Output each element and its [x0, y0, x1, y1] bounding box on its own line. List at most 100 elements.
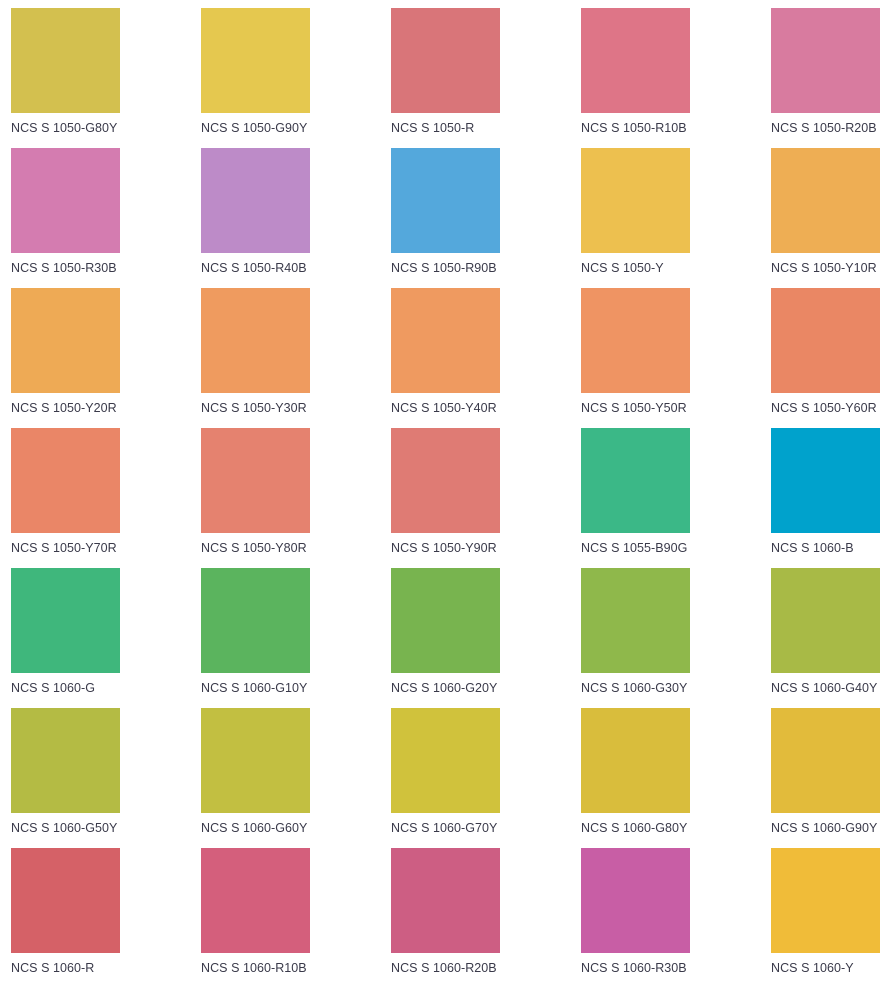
color-swatch-label: NCS S 1060-G: [11, 681, 95, 695]
color-swatch-label: NCS S 1060-R30B: [581, 961, 687, 975]
color-swatch-chip[interactable]: [11, 708, 120, 813]
color-swatch-item[interactable]: NCS S 1050-Y20R: [11, 288, 181, 428]
color-swatch-chip[interactable]: [581, 568, 690, 673]
color-swatch-item[interactable]: NCS S 1050-R: [391, 8, 561, 148]
color-swatch-item[interactable]: NCS S 1050-R20B: [771, 8, 880, 148]
color-swatch-label: NCS S 1060-G30Y: [581, 681, 688, 695]
color-swatch-chip[interactable]: [391, 8, 500, 113]
color-swatch-chip[interactable]: [201, 568, 310, 673]
color-swatch-chip[interactable]: [581, 148, 690, 253]
color-swatch-chip[interactable]: [581, 708, 690, 813]
color-swatch-label: NCS S 1050-Y80R: [201, 541, 307, 555]
color-swatch-chip[interactable]: [771, 428, 880, 533]
color-swatch-item[interactable]: NCS S 1050-R10B: [581, 8, 751, 148]
color-swatch-chip[interactable]: [391, 428, 500, 533]
color-swatch-label: NCS S 1050-R40B: [201, 261, 307, 275]
color-swatch-chip[interactable]: [201, 8, 310, 113]
color-swatch-item[interactable]: NCS S 1050-Y10R: [771, 148, 880, 288]
color-swatch-label: NCS S 1050-Y60R: [771, 401, 877, 415]
color-swatch-item[interactable]: NCS S 1050-Y80R: [201, 428, 371, 568]
color-swatch-label: NCS S 1050-G80Y: [11, 121, 118, 135]
color-swatch-label: NCS S 1050-Y20R: [11, 401, 117, 415]
color-swatch-label: NCS S 1050-Y40R: [391, 401, 497, 415]
color-swatch-item[interactable]: NCS S 1060-Y: [771, 848, 880, 988]
color-swatch-chip[interactable]: [391, 568, 500, 673]
color-swatch-chip[interactable]: [201, 708, 310, 813]
color-swatch-label: NCS S 1060-R10B: [201, 961, 307, 975]
color-swatch-chip[interactable]: [771, 288, 880, 393]
color-swatch-item[interactable]: NCS S 1060-G: [11, 568, 181, 708]
color-swatch-chip[interactable]: [581, 8, 690, 113]
color-swatch-label: NCS S 1060-Y: [771, 961, 854, 975]
color-swatch-chip[interactable]: [581, 428, 690, 533]
color-swatch-label: NCS S 1060-G60Y: [201, 821, 308, 835]
color-swatch-item[interactable]: NCS S 1050-R30B: [11, 148, 181, 288]
color-swatch-label: NCS S 1060-G50Y: [11, 821, 118, 835]
color-swatch-chip[interactable]: [11, 428, 120, 533]
color-swatch-item[interactable]: NCS S 1060-R: [11, 848, 181, 988]
color-swatch-chip[interactable]: [581, 848, 690, 953]
color-swatch-chip[interactable]: [11, 288, 120, 393]
color-swatch-label: NCS S 1050-R20B: [771, 121, 877, 135]
color-swatch-item[interactable]: NCS S 1060-G70Y: [391, 708, 561, 848]
color-swatch-item[interactable]: NCS S 1050-Y90R: [391, 428, 561, 568]
color-swatch-item[interactable]: NCS S 1060-G40Y: [771, 568, 880, 708]
color-swatch-chip[interactable]: [771, 148, 880, 253]
color-swatch-chip[interactable]: [771, 708, 880, 813]
color-swatch-item[interactable]: NCS S 1060-G80Y: [581, 708, 751, 848]
color-swatch-label: NCS S 1055-B90G: [581, 541, 688, 555]
color-swatch-label: NCS S 1060-R: [11, 961, 95, 975]
color-swatch-item[interactable]: NCS S 1060-R10B: [201, 848, 371, 988]
color-swatch-chip[interactable]: [391, 148, 500, 253]
color-swatch-label: NCS S 1060-G90Y: [771, 821, 878, 835]
color-swatch-label: NCS S 1050-Y50R: [581, 401, 687, 415]
color-swatch-label: NCS S 1060-B: [771, 541, 854, 555]
color-swatch-chip[interactable]: [201, 288, 310, 393]
color-swatch-chip[interactable]: [771, 8, 880, 113]
color-swatch-chip[interactable]: [391, 848, 500, 953]
color-swatch-chip[interactable]: [11, 148, 120, 253]
color-swatch-item[interactable]: NCS S 1060-R30B: [581, 848, 751, 988]
color-swatch-chip[interactable]: [391, 708, 500, 813]
color-swatch-item[interactable]: NCS S 1060-R20B: [391, 848, 561, 988]
color-swatch-item[interactable]: NCS S 1060-G30Y: [581, 568, 751, 708]
color-swatch-item[interactable]: NCS S 1050-Y: [581, 148, 751, 288]
color-swatch-item[interactable]: NCS S 1050-Y60R: [771, 288, 880, 428]
color-swatch-label: NCS S 1050-G90Y: [201, 121, 308, 135]
color-swatch-chip[interactable]: [11, 848, 120, 953]
color-swatch-item[interactable]: NCS S 1055-B90G: [581, 428, 751, 568]
color-swatch-item[interactable]: NCS S 1060-B: [771, 428, 880, 568]
color-swatch-item[interactable]: NCS S 1050-G80Y: [11, 8, 181, 148]
color-swatch-item[interactable]: NCS S 1050-Y70R: [11, 428, 181, 568]
color-swatch-label: NCS S 1050-Y30R: [201, 401, 307, 415]
color-swatch-chip[interactable]: [201, 148, 310, 253]
color-swatch-label: NCS S 1060-G20Y: [391, 681, 498, 695]
color-swatch-item[interactable]: NCS S 1060-G10Y: [201, 568, 371, 708]
color-swatch-chip[interactable]: [581, 288, 690, 393]
color-swatch-label: NCS S 1060-G70Y: [391, 821, 498, 835]
color-swatch-item[interactable]: NCS S 1060-G60Y: [201, 708, 371, 848]
color-swatch-item[interactable]: NCS S 1060-G90Y: [771, 708, 880, 848]
color-swatch-item[interactable]: NCS S 1050-R90B: [391, 148, 561, 288]
color-swatch-chip[interactable]: [201, 848, 310, 953]
color-swatch-label: NCS S 1060-G40Y: [771, 681, 878, 695]
color-swatch-item[interactable]: NCS S 1050-Y30R: [201, 288, 371, 428]
color-swatch-chip[interactable]: [391, 288, 500, 393]
color-swatch-item[interactable]: NCS S 1050-Y40R: [391, 288, 561, 428]
color-swatch-label: NCS S 1060-G10Y: [201, 681, 308, 695]
color-swatch-chip[interactable]: [771, 568, 880, 673]
color-swatch-chip[interactable]: [771, 848, 880, 953]
color-swatch-item[interactable]: NCS S 1060-G20Y: [391, 568, 561, 708]
color-swatch-label: NCS S 1050-R10B: [581, 121, 687, 135]
color-swatch-label: NCS S 1050-R90B: [391, 261, 497, 275]
color-swatch-label: NCS S 1050-Y90R: [391, 541, 497, 555]
color-swatch-label: NCS S 1060-G80Y: [581, 821, 688, 835]
color-swatch-item[interactable]: NCS S 1050-G90Y: [201, 8, 371, 148]
color-swatch-item[interactable]: NCS S 1050-Y50R: [581, 288, 751, 428]
color-swatch-chip[interactable]: [11, 568, 120, 673]
color-swatch-item[interactable]: NCS S 1060-G50Y: [11, 708, 181, 848]
color-swatch-chip[interactable]: [201, 428, 310, 533]
color-swatch-chip[interactable]: [11, 8, 120, 113]
color-swatch-item[interactable]: NCS S 1050-R40B: [201, 148, 371, 288]
